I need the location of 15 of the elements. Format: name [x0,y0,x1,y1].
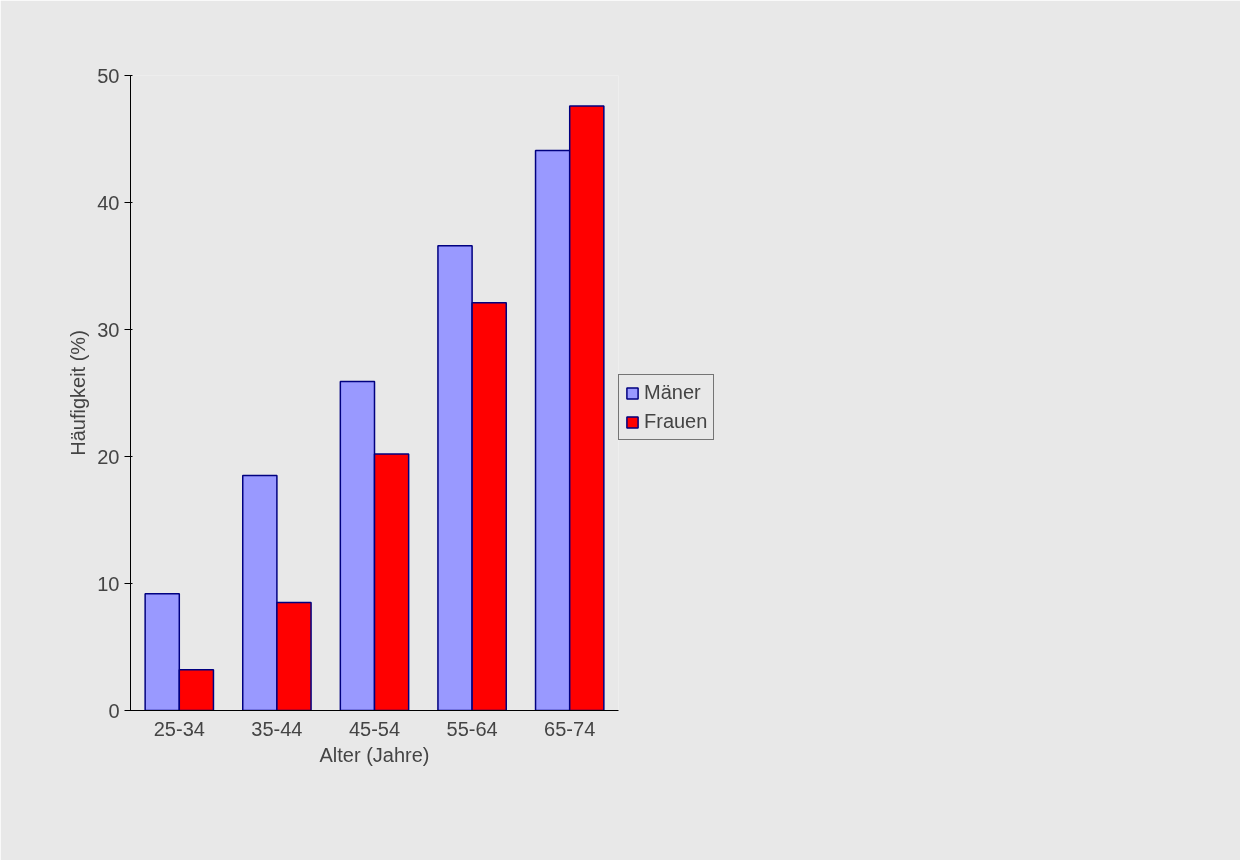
y-tick-label: 10 [97,572,120,595]
y-tick-label: 0 [108,699,120,722]
y-tick-label: 50 [97,64,120,87]
legend-label: Mäner [644,381,701,404]
x-tick-label: 35-44 [251,717,303,740]
x-tick-label: 55-64 [446,717,498,740]
y-tick-label: 20 [97,445,120,468]
x-tick-label: 65-74 [544,717,596,740]
x-tick-label: 25-34 [153,717,205,740]
legend-label: Frauen [644,410,708,433]
y-tick-label: 40 [97,191,120,214]
y-tick-label: 30 [97,318,120,341]
x-axis-title: Alter (Jahre) [319,743,430,766]
x-tick-label: 45-54 [348,717,401,740]
y-axis-title: Häufigkeit (%) [67,330,90,456]
